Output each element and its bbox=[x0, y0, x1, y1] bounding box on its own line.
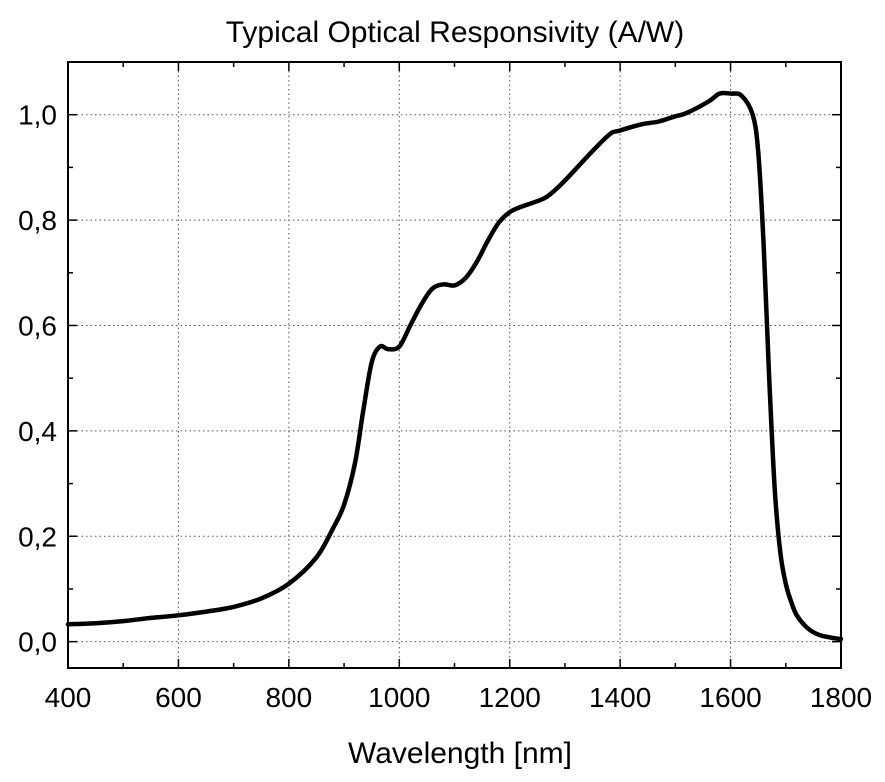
tick-marks bbox=[67, 61, 842, 668]
y-tick-label: 0,2 bbox=[18, 521, 57, 552]
x-tick-label: 1000 bbox=[368, 682, 430, 713]
x-tick-label: 1800 bbox=[810, 682, 872, 713]
x-tick-label: 600 bbox=[155, 682, 202, 713]
y-tick-labels: 0,0 0,2 0,4 0,6 0,8 1,0 bbox=[18, 100, 57, 658]
plot-frame bbox=[67, 61, 842, 669]
grid-lines bbox=[68, 62, 841, 668]
responsivity-curve bbox=[65, 90, 844, 642]
x-tick-label: 1600 bbox=[699, 682, 761, 713]
y-tick-label: 0,8 bbox=[18, 205, 57, 236]
y-tick-label: 0,0 bbox=[18, 627, 57, 658]
x-tick-label: 400 bbox=[45, 682, 92, 713]
x-tick-label: 800 bbox=[265, 682, 312, 713]
chart-title: Typical Optical Responsivity (A/W) bbox=[226, 16, 684, 49]
x-tick-label: 1400 bbox=[589, 682, 651, 713]
x-tick-labels: 400 600 800 1000 1200 1400 1600 1800 bbox=[45, 682, 873, 713]
x-tick-label: 1200 bbox=[479, 682, 541, 713]
y-tick-label: 0,4 bbox=[18, 416, 57, 447]
y-tick-label: 1,0 bbox=[18, 100, 57, 131]
y-tick-label: 0,6 bbox=[18, 310, 57, 341]
x-axis-label: Wavelength [nm] bbox=[348, 737, 572, 770]
